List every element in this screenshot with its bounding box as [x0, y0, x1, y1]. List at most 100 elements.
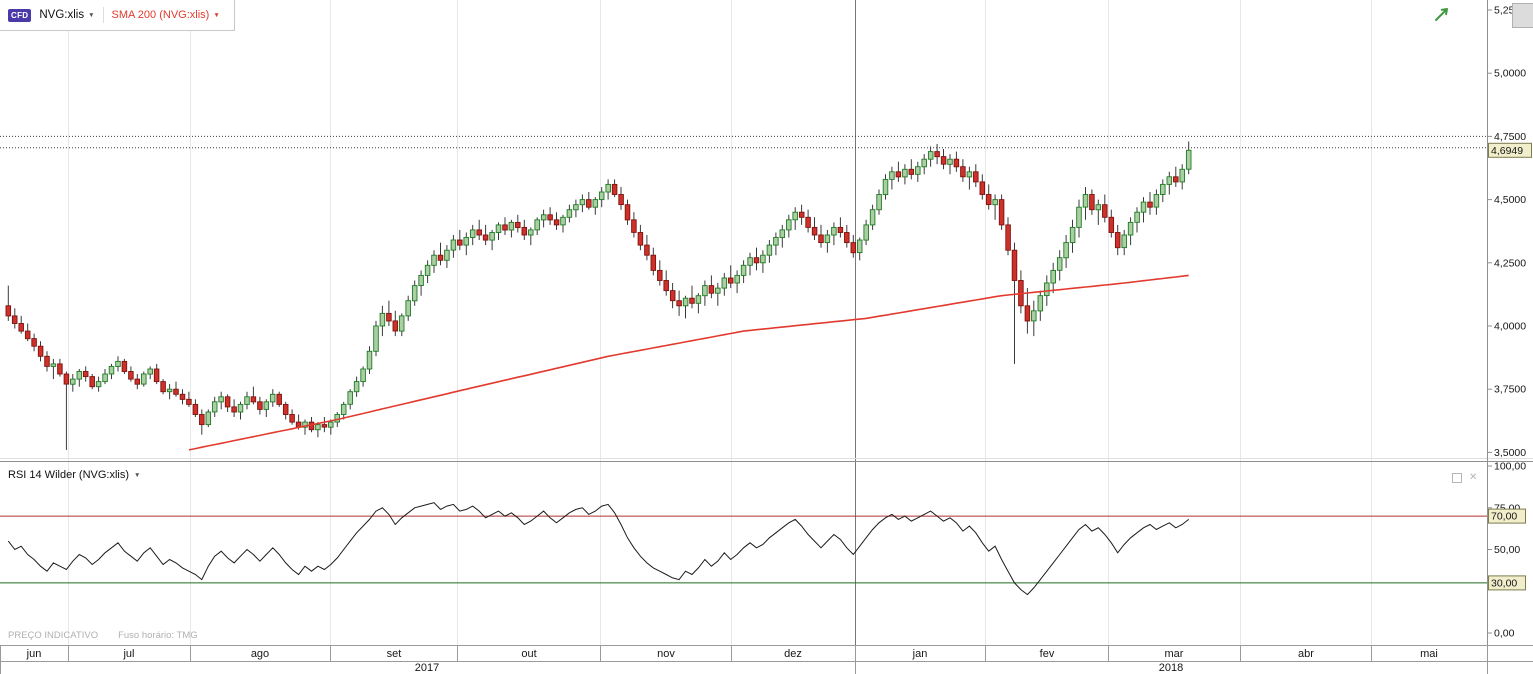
candle-up	[528, 229, 534, 236]
candle-up	[1031, 310, 1037, 322]
candle-up	[1095, 204, 1102, 211]
candle-up	[495, 224, 502, 233]
candle-up	[263, 401, 270, 410]
candle-down	[186, 398, 192, 405]
candle-up	[50, 363, 57, 367]
candle-up	[218, 396, 224, 403]
candle-down	[811, 226, 818, 236]
candle-down	[31, 338, 37, 347]
candle-up	[566, 209, 573, 218]
candle-up	[1153, 194, 1160, 208]
candle-up	[560, 216, 566, 226]
candle-up	[1185, 149, 1192, 170]
candle-down	[89, 376, 95, 388]
candle-down	[276, 393, 282, 405]
price-tick-label: 3,7500	[1494, 384, 1526, 396]
month-label: mar	[1165, 648, 1184, 660]
close-panel-icon[interactable]: ✕	[1469, 472, 1478, 483]
candle-down	[998, 199, 1005, 226]
candle-down	[173, 388, 179, 395]
drawing-arrow-icon[interactable]	[1433, 5, 1451, 28]
candle-up	[405, 300, 411, 317]
symbol-selector[interactable]: NVG:xlis ▼	[39, 9, 94, 21]
candle-up	[360, 368, 366, 383]
candle-up	[237, 403, 244, 413]
price-tick-label: 4,2500	[1494, 257, 1526, 269]
candle-up	[373, 325, 379, 352]
rsi-panel-controls: ✕	[1452, 473, 1477, 483]
candle-up	[792, 211, 798, 221]
month-label: set	[387, 648, 402, 660]
candle-up	[334, 414, 340, 423]
timezone-note: Fuso horário: TMG	[118, 630, 198, 641]
candle-up	[734, 274, 740, 284]
candle-down	[386, 312, 392, 322]
candle-down	[1011, 249, 1018, 281]
candle-up	[489, 232, 495, 241]
month-label: fev	[1040, 648, 1055, 660]
candle-up	[715, 287, 721, 294]
candle-down	[960, 166, 966, 178]
chart-footnote: PREÇO INDICATIVO Fuso horário: TMG	[8, 630, 198, 641]
candle-down	[134, 378, 141, 385]
candle-down	[515, 221, 521, 228]
candle-down	[153, 368, 160, 383]
chevron-down-icon: ▼	[213, 11, 220, 19]
candle-down	[37, 345, 44, 357]
candle-down	[392, 320, 399, 332]
candle-down	[663, 280, 669, 292]
candle-down	[1114, 232, 1121, 249]
rsi-indicator-label: RSI 14 Wilder (NVG:xlis)	[8, 469, 130, 481]
candle-up	[340, 403, 347, 415]
candle-down	[631, 219, 637, 233]
candle-up	[205, 411, 212, 426]
candle-down	[940, 156, 947, 165]
sma-indicator-selector[interactable]: SMA 200 (NVG:xlis) ▼	[112, 9, 220, 21]
candle-up	[966, 171, 973, 178]
candle-up	[573, 204, 579, 211]
candle-down	[82, 371, 89, 378]
rsi-line	[7, 502, 1190, 596]
candle-down	[24, 330, 31, 340]
candle-up	[444, 249, 450, 261]
candle-up	[592, 199, 599, 208]
candle-down	[1102, 204, 1108, 218]
indicative-price-note: PREÇO INDICATIVO	[8, 630, 99, 641]
candle-down	[199, 414, 205, 426]
symbol-label: NVG:xlis	[39, 9, 85, 21]
candle-down	[289, 414, 295, 423]
candle-up	[1076, 206, 1082, 228]
candle-down	[457, 239, 463, 246]
candle-up	[605, 183, 611, 193]
candle-up	[902, 168, 908, 178]
candle-up	[211, 401, 218, 413]
candle-down	[844, 232, 850, 244]
candle-up	[431, 254, 437, 266]
rsi-indicator-selector[interactable]: RSI 14 Wilder (NVG:xlis) ▼	[8, 469, 140, 481]
candle-down	[476, 229, 482, 236]
candle-down	[985, 194, 992, 206]
instrument-type-badge: CFD	[8, 8, 32, 22]
candle-down	[586, 199, 592, 208]
axis-settings-button[interactable]	[1512, 3, 1533, 28]
candle-up	[1160, 183, 1166, 195]
candle-up	[882, 178, 889, 196]
candle-down	[547, 214, 553, 221]
candle-down	[250, 396, 257, 403]
month-label: dez	[784, 648, 802, 660]
candle-up	[366, 350, 373, 370]
expand-panel-icon[interactable]	[1452, 473, 1462, 483]
candle-down	[1147, 201, 1153, 208]
rsi-tick-label: 50,00	[1494, 544, 1520, 556]
rsi-level-box	[1488, 575, 1526, 591]
toolbar-divider	[102, 7, 104, 23]
candle-up	[766, 244, 773, 256]
candle-down	[644, 244, 650, 256]
candle-up	[876, 194, 882, 211]
candle-up	[921, 158, 927, 168]
candle-up	[702, 285, 708, 297]
candle-down	[128, 371, 134, 380]
candle-up	[424, 264, 431, 276]
candle-down	[624, 204, 631, 221]
